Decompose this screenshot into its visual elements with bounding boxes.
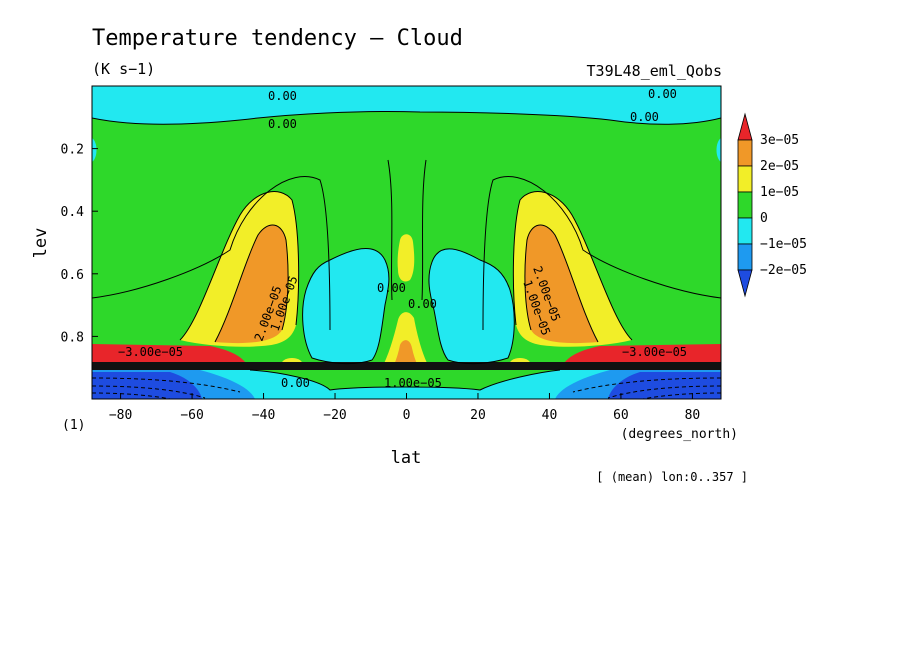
x-axis: −80 −60 −40 −20 0 20 40 60 80 <box>109 393 700 423</box>
contour-label: 0.00 <box>648 87 677 101</box>
contour-label: 0.00 <box>268 89 297 103</box>
contour-label: −3.00e−05 <box>622 345 687 359</box>
colorbar-swatch <box>737 112 753 141</box>
contour-label: −3.00e−05 <box>118 345 183 359</box>
y-tick-label: 0.2 <box>61 143 84 158</box>
region-bottom-center-green <box>250 370 560 390</box>
chart-units: (K s−1) <box>92 60 155 78</box>
region-top-cyan <box>92 86 721 125</box>
contour-left-jet-inner <box>214 224 289 343</box>
y-tick-label: 0.4 <box>61 205 85 220</box>
contour-left-jet-outer <box>179 191 300 341</box>
contour-label: 1.00e−05 <box>384 376 442 390</box>
region-right-red <box>565 344 721 362</box>
colorbar-label: 0 <box>760 211 768 226</box>
contour-right-lobe <box>428 248 515 365</box>
contour-bottom-dashed-2 <box>92 385 721 399</box>
x-tick-label: −60 <box>180 408 203 423</box>
region-center-yellow-upper <box>397 234 415 282</box>
colorbar-label: 2e−05 <box>760 159 799 174</box>
y-axis-label: lev <box>31 228 51 259</box>
region-left-orange <box>215 224 289 344</box>
contour-right-jet-outer <box>512 191 633 341</box>
contour-bottom-dashed-3 <box>92 392 721 399</box>
colorbar-label: −1e−05 <box>760 237 807 252</box>
y-units-label: (1) <box>62 418 85 433</box>
region-right-edge-cyan <box>716 138 721 162</box>
contour-bottom-center <box>249 369 561 391</box>
x-tick-label: 0 <box>403 408 411 423</box>
region-left-edge-cyan <box>92 138 97 162</box>
contour-zero-top <box>92 110 721 125</box>
y-tick-label: 0.6 <box>61 268 84 283</box>
y-axis: 0.2 0.4 0.6 0.8 <box>61 143 98 345</box>
region-right-orange <box>524 224 598 344</box>
colorbar-swatch <box>737 139 753 167</box>
x-tick-label: 60 <box>613 408 629 423</box>
contour-label: 0.00 <box>408 297 437 311</box>
x-tick-label: −80 <box>109 408 132 423</box>
colorbar-swatch <box>737 217 753 245</box>
contour-label: 0.00 <box>281 376 310 390</box>
colorbar-label: 1e−05 <box>760 185 799 200</box>
colorbar-label: 3e−05 <box>760 133 799 148</box>
colorbar-swatch <box>737 243 753 271</box>
colorbar-swatch <box>737 269 753 298</box>
contour-label: 0.00 <box>630 110 659 124</box>
region-bottom-left-darkblue <box>92 372 202 399</box>
contour-lines <box>92 110 721 399</box>
contour-zero-mid <box>92 176 331 331</box>
contour-bottom-dashed-1 <box>92 377 721 393</box>
contour-zero-mid-r <box>482 176 721 331</box>
x-units-label: (degrees_north) <box>621 427 738 442</box>
colorbar: 3e−05 2e−05 1e−05 0 −1e−05 −2e−05 <box>737 112 807 298</box>
region-center-left-cyan <box>302 248 389 364</box>
colorbar-swatch <box>737 165 753 193</box>
dataset-label: T39L48_eml_Qobs <box>587 62 722 80</box>
contour-left-lobe <box>302 247 390 365</box>
contour-label: 0.00 <box>377 281 406 295</box>
x-tick-label: 80 <box>685 408 701 423</box>
chart-title: Temperature tendency — Cloud <box>92 26 463 51</box>
x-tick-label: −40 <box>252 408 275 423</box>
region-center-right-cyan <box>428 248 515 364</box>
x-tick-label: −20 <box>323 408 346 423</box>
contour-plot-area: 0.00 0.00 0.00 0.00 0.00 0.00 0.00 −3.00… <box>91 85 722 400</box>
y-tick-label: 0.8 <box>61 330 84 345</box>
region-left-red <box>92 344 245 362</box>
colorbar-label: −2e−05 <box>760 263 807 278</box>
contour-label: 0.00 <box>268 117 297 131</box>
x-axis-label: lat <box>391 448 422 468</box>
contour-center-column <box>387 159 427 301</box>
contour-right-jet-inner <box>524 224 599 343</box>
colorbar-swatch <box>737 191 753 219</box>
x-tick-label: 40 <box>542 408 558 423</box>
region-bottom-black-band <box>92 362 721 370</box>
x-tick-label: 20 <box>470 408 486 423</box>
footnote: [ (mean) lon:0..357 ] <box>596 470 748 484</box>
